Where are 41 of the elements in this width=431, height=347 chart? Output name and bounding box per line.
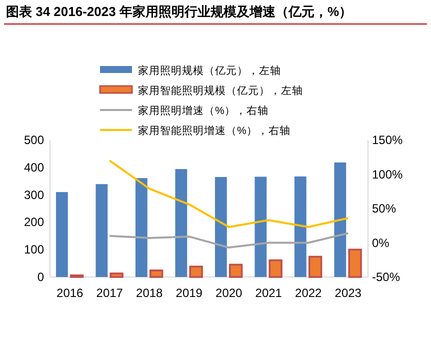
- x-tick-label: 2018: [136, 286, 164, 300]
- y-tick-label: 400: [24, 160, 44, 174]
- x-tick-label: 2017: [96, 286, 124, 300]
- y2-tick-label: 0%: [372, 236, 390, 250]
- legend-label: 家用智能照明规模（亿元），左轴: [138, 84, 303, 97]
- x-tick-label: 2020: [216, 286, 243, 300]
- bar: [268, 259, 282, 278]
- y2-tick-label: 50%: [372, 202, 396, 216]
- legend-label: 家用智能照明增速（%），右轴: [138, 124, 290, 137]
- y-tick-label: 300: [24, 188, 44, 202]
- bar: [334, 162, 346, 277]
- bar: [254, 176, 267, 277]
- bar: [135, 178, 148, 277]
- legend-label: 家用照明规模（亿元），左轴: [138, 64, 281, 77]
- bar: [149, 270, 164, 278]
- chart-title: 图表 34 2016-2023 年家用照明行业规模及增速（亿元，%）: [6, 4, 352, 19]
- bar: [56, 192, 68, 277]
- y-tick-label: 500: [24, 133, 44, 147]
- y-tick-label: 100: [24, 242, 44, 257]
- y2-tick-label: 100%: [372, 167, 404, 182]
- y-tick-label: 0: [37, 270, 44, 284]
- bar: [294, 176, 306, 277]
- x-tick-label: 2016: [56, 286, 84, 300]
- bar: [110, 272, 124, 278]
- bar: [308, 256, 322, 278]
- x-tick-label: 2021: [255, 286, 282, 300]
- line-series: [108, 160, 350, 228]
- bar: [175, 169, 188, 277]
- legend-label: 家用照明增速（%），右轴: [138, 104, 268, 117]
- y-tick-label: 200: [24, 215, 44, 230]
- x-tick-label: 2022: [295, 286, 322, 300]
- y2-tick-label: -50%: [372, 270, 400, 284]
- y2-tick-label: 150%: [372, 133, 404, 147]
- bar: [96, 184, 108, 277]
- bar: [228, 264, 243, 278]
- bar: [189, 266, 203, 278]
- x-tick-label: 2023: [334, 286, 362, 300]
- x-tick-label: 2019: [176, 286, 203, 300]
- bar: [214, 176, 227, 277]
- bar: [348, 248, 362, 278]
- line-series: [108, 232, 350, 249]
